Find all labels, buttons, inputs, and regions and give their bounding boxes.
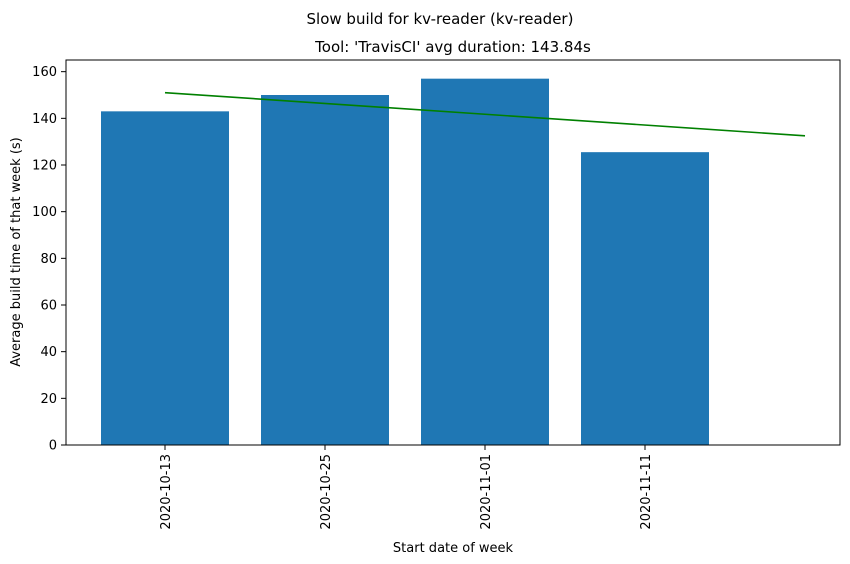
- y-tick-label: 140: [32, 112, 57, 127]
- y-tick-label: 100: [32, 205, 57, 220]
- y-tick-label: 80: [40, 252, 57, 267]
- y-axis: 0 20 40 60 80 100 120 140 160: [32, 65, 66, 454]
- trend-line: [164, 91, 806, 137]
- x-tick-label: 2020-10-13: [159, 454, 174, 530]
- bar-2020-10-25: [261, 95, 389, 445]
- y-tick-label: 0: [49, 439, 57, 454]
- y-tick-label: 160: [32, 65, 57, 80]
- chart-suptitle: Slow build for kv-reader (kv-reader): [307, 10, 574, 28]
- y-tick-label: 40: [40, 345, 57, 360]
- bar-2020-11-01: [421, 78, 549, 446]
- bars-group: [101, 78, 709, 446]
- x-tick-label: 2020-11-11: [639, 454, 654, 530]
- chart-title: Tool: 'TravisCI' avg duration: 143.84s: [314, 38, 591, 56]
- y-tick-label: 20: [40, 392, 57, 407]
- bar-2020-11-11: [581, 152, 709, 445]
- x-tick-label: 2020-10-25: [319, 454, 334, 530]
- y-axis-label: Average build time of that week (s): [9, 137, 24, 367]
- x-axis-label: Start date of week: [393, 541, 514, 556]
- y-tick-label: 60: [40, 299, 57, 314]
- x-tick-label: 2020-11-01: [479, 454, 494, 530]
- y-tick-label: 120: [32, 159, 57, 174]
- trendline-group: [164, 91, 806, 137]
- x-axis: 2020-10-13 2020-10-25 2020-11-01 2020-11-11: [159, 445, 654, 530]
- plot-frame: [65, 59, 841, 446]
- bar-2020-10-13: [101, 111, 229, 445]
